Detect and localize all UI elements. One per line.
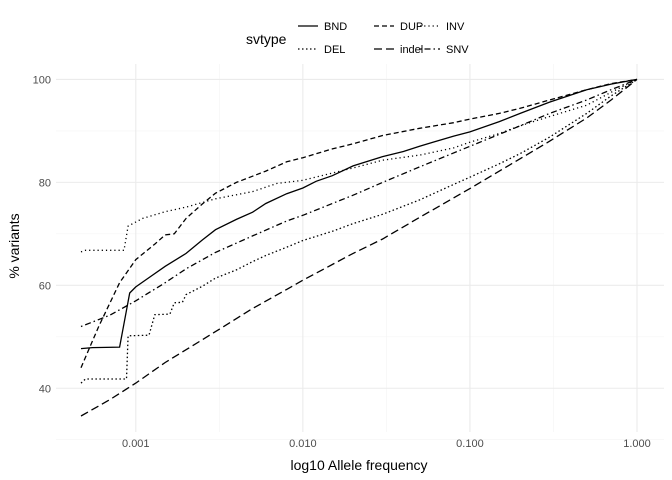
y-tick-label: 100 bbox=[33, 74, 51, 86]
y-tick-label: 60 bbox=[39, 280, 51, 292]
legend-label-bnd: BND bbox=[324, 21, 347, 33]
x-tick-label: 1.000 bbox=[623, 438, 651, 450]
legend-label-snv: SNV bbox=[446, 44, 469, 56]
legend-title: svtype bbox=[246, 31, 287, 47]
series-group bbox=[80, 78, 638, 417]
legend-label-indel: indel bbox=[400, 44, 423, 56]
series-line-del bbox=[80, 78, 638, 384]
y-axis-ticks: 40 60 80 100 bbox=[33, 74, 51, 395]
series-line-dup bbox=[80, 78, 638, 368]
y-axis-title: % variants bbox=[6, 213, 22, 278]
x-tick-label: 0.100 bbox=[456, 438, 484, 450]
x-tick-label: 0.001 bbox=[122, 438, 150, 450]
y-tick-label: 40 bbox=[39, 383, 51, 395]
x-axis-title: log10 Allele frequency bbox=[291, 457, 428, 473]
x-axis-ticks: 0.001 0.010 0.100 1.000 bbox=[122, 438, 651, 450]
legend-label-dup: DUP bbox=[400, 21, 423, 33]
y-tick-label: 80 bbox=[39, 177, 51, 189]
legend-label-inv: INV bbox=[446, 21, 465, 33]
legend-label-del: DEL bbox=[324, 44, 345, 56]
series-line-inv bbox=[80, 78, 638, 253]
series-line-snv bbox=[80, 78, 638, 328]
legend: svtype BND DEL DUP indel INV SNV bbox=[246, 21, 469, 56]
x-tick-label: 0.010 bbox=[289, 438, 317, 450]
grid bbox=[56, 64, 664, 441]
series-line-bnd bbox=[80, 78, 638, 350]
series-line-indel bbox=[80, 78, 638, 417]
